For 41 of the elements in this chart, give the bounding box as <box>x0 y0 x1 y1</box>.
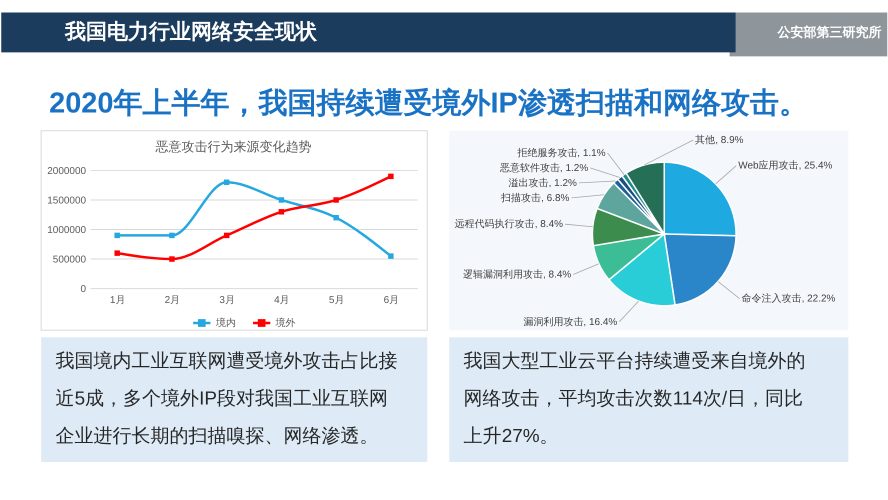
text: 我国境内工业互联网遭受境外攻击占比接近5成，多个境外IP段对我国工业互联网企业进行长期的扫描嗅探、网络渗透。 <box>56 350 398 448</box>
slice-label: Web应用攻击, 25.4% <box>738 160 833 172</box>
text: 2020年上半年，我国持续遭受境外IP渗透扫描和网络攻击。 <box>49 86 808 120</box>
x-tick-label: 5月 <box>328 295 344 306</box>
point <box>224 232 230 238</box>
slice-label: 漏洞利用攻击, 16.4% <box>523 316 618 328</box>
point <box>333 214 339 220</box>
point <box>224 180 230 185</box>
point <box>333 197 339 203</box>
slice-label: 拒绝服务攻击, 1.1% <box>516 146 606 159</box>
text: 我国大型工业云平台持续遭受来自境外的网络攻击，平均攻击次数114次/日，同比上升27%。 <box>464 350 806 448</box>
x-tick-label: 3月 <box>219 295 235 306</box>
x-tick-label: 1月 <box>110 295 126 306</box>
slice-label: 逻辑漏洞利用攻击, 8.4% <box>463 268 572 281</box>
legend-label: 境内 <box>214 316 236 329</box>
point <box>114 232 120 238</box>
point <box>169 232 175 238</box>
text: 公安部第三研究所 <box>776 24 882 40</box>
slice-label: 恶意软件攻击, 1.2% <box>498 162 588 174</box>
x-tick-label: 6月 <box>384 295 400 306</box>
y-tick-label: 1000000 <box>47 224 87 236</box>
point <box>169 256 175 262</box>
slice-label: 其他, 8.9% <box>695 134 744 146</box>
slice-label: 扫描攻击, 6.8% <box>500 192 570 204</box>
slice-label: 命令注入攻击, 22.2% <box>742 292 836 305</box>
point <box>278 209 284 215</box>
slice-label: 溢出攻击, 1.2% <box>508 176 578 189</box>
x-tick-label: 4月 <box>274 295 290 306</box>
text: 我国电力行业网络安全现状 <box>64 19 318 44</box>
y-tick-label: 0 <box>80 284 87 296</box>
point <box>278 197 284 203</box>
y-tick-label: 1500000 <box>47 195 87 206</box>
point <box>114 250 120 256</box>
chart-title: 恶意攻击行为来源变化趋势 <box>154 139 312 154</box>
y-tick-label: 2000000 <box>47 166 87 177</box>
x-tick-label: 2月 <box>164 295 180 306</box>
point <box>388 174 394 180</box>
legend-label: 境外 <box>274 316 296 329</box>
slice-label: 远程代码执行攻击, 8.4% <box>454 218 564 230</box>
point <box>388 253 394 259</box>
y-tick-label: 500000 <box>52 254 87 266</box>
